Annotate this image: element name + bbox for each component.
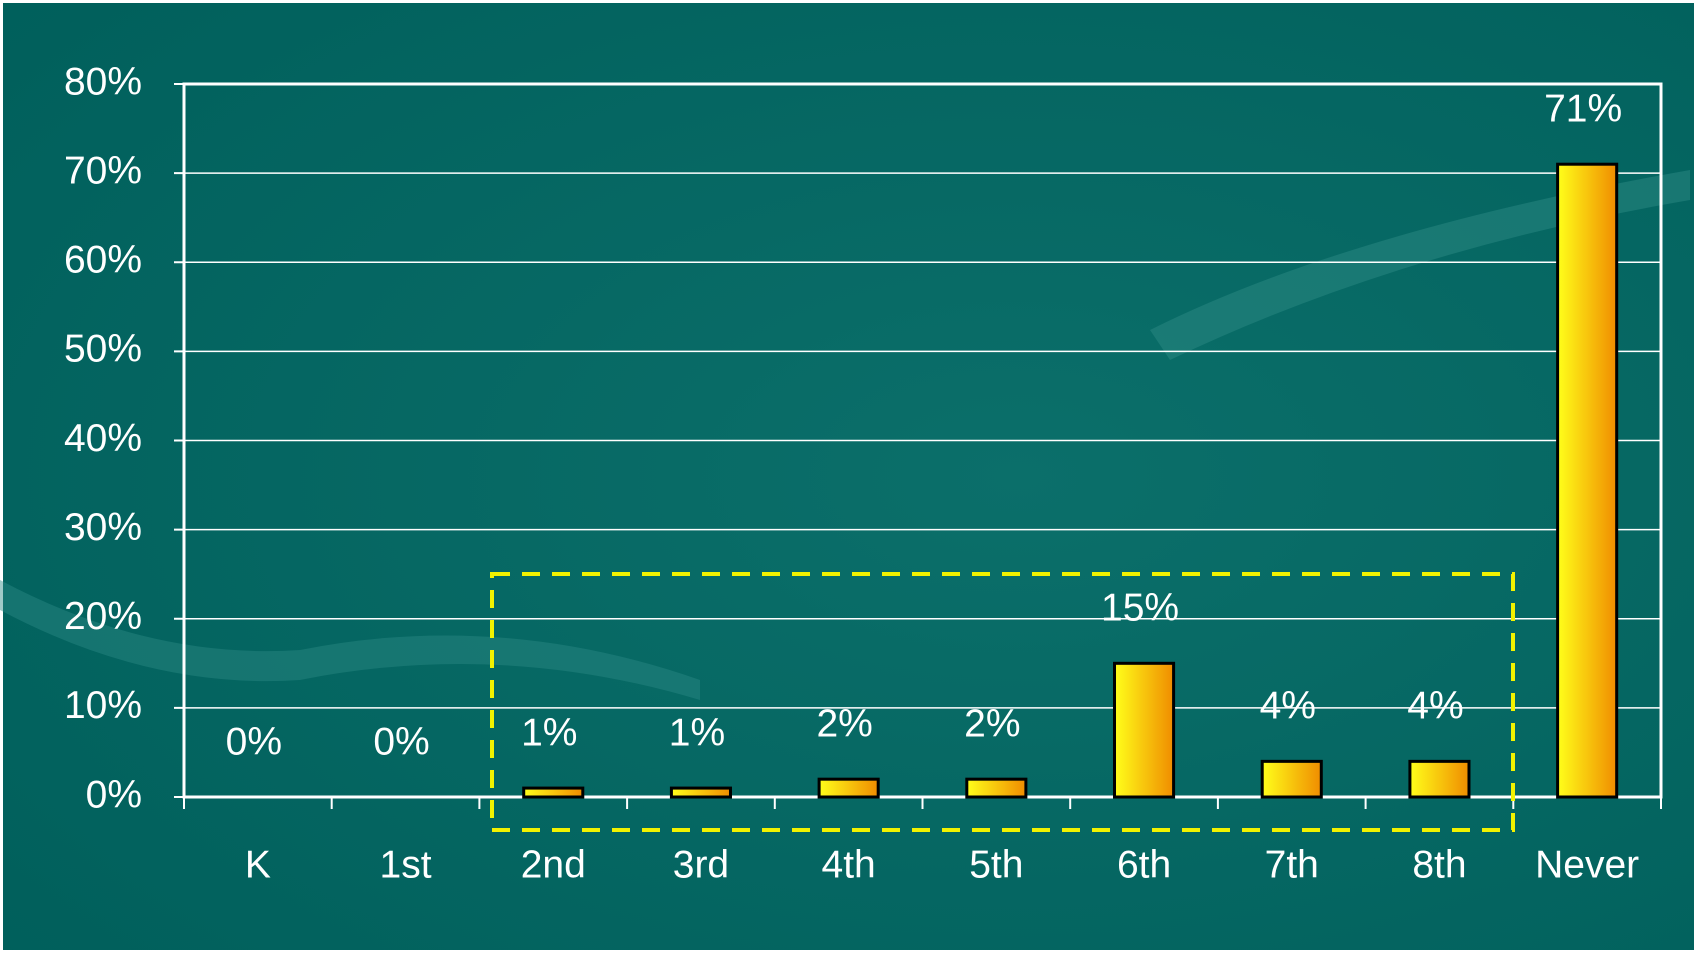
- y-tick-label: 50%: [64, 328, 142, 371]
- y-tick-label: 0%: [86, 773, 142, 816]
- x-tick-label: 8th: [1412, 843, 1466, 886]
- x-tick-label: 2nd: [521, 843, 586, 886]
- background: [3, 3, 1694, 950]
- bar: [1408, 759, 1471, 799]
- bar: [1556, 162, 1619, 799]
- bar: [965, 777, 1028, 799]
- x-tick-label: Never: [1535, 843, 1639, 886]
- value-label: 71%: [1544, 88, 1622, 131]
- y-tick-label: 30%: [64, 506, 142, 549]
- value-label: 15%: [1101, 587, 1179, 630]
- marks: [522, 162, 1619, 799]
- value-label: 4%: [1407, 685, 1463, 728]
- value-label: 4%: [1260, 685, 1316, 728]
- value-label: 0%: [373, 720, 429, 763]
- value-label: 0%: [226, 720, 282, 763]
- decoration: [1150, 170, 1690, 360]
- bar: [1113, 661, 1176, 799]
- bar: [1260, 759, 1323, 799]
- bar: [817, 777, 880, 799]
- x-tick-label: 3rd: [673, 843, 729, 886]
- x-tick-label: K: [245, 843, 271, 886]
- x-tick-label: 6th: [1117, 843, 1171, 886]
- y-tick-label: 80%: [64, 60, 142, 103]
- value-label: 1%: [521, 711, 577, 754]
- value-label: 1%: [669, 711, 725, 754]
- value-label: 2%: [964, 702, 1020, 745]
- y-tick-label: 10%: [64, 684, 142, 727]
- y-tick-label: 60%: [64, 239, 142, 282]
- bar: [522, 786, 585, 799]
- value-label: 2%: [816, 702, 872, 745]
- x-tick-label: 1st: [380, 843, 432, 886]
- y-tick-label: 40%: [64, 417, 142, 460]
- x-tick-label: 5th: [969, 843, 1023, 886]
- grid: [174, 83, 1662, 809]
- y-tick-label: 70%: [64, 149, 142, 192]
- x-tick-label: 7th: [1265, 843, 1319, 886]
- decoration: [0, 580, 700, 700]
- bar: [669, 786, 732, 799]
- y-tick-label: 20%: [64, 595, 142, 638]
- highlight-box: [490, 572, 1515, 832]
- x-tick-label: 4th: [822, 843, 876, 886]
